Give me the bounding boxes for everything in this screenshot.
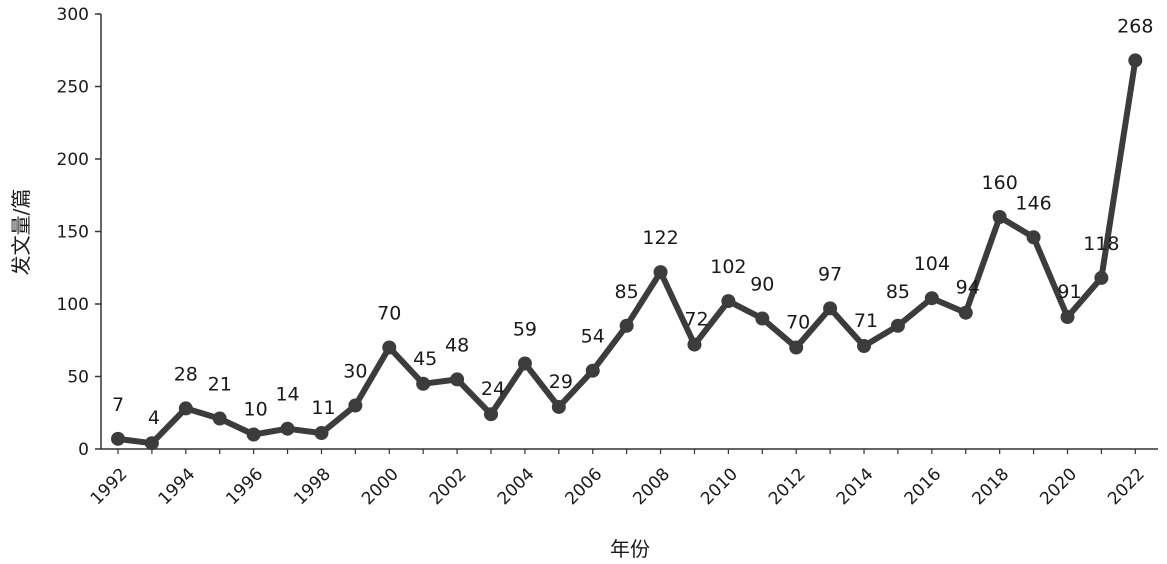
data-point xyxy=(1128,53,1143,68)
data-label: 28 xyxy=(174,363,198,385)
data-point xyxy=(450,372,465,387)
data-labels: 7 4 28 21 10 14 11 30 70 45 48 24 59 29 54 85 122 72 10290… xyxy=(112,15,1153,429)
data-point xyxy=(111,431,125,446)
x-tick-label: 1994 xyxy=(155,464,200,509)
data-label: 85 xyxy=(615,281,639,303)
data-point xyxy=(416,376,431,391)
data-point xyxy=(619,318,634,333)
data-point xyxy=(687,337,702,352)
data-point xyxy=(517,356,532,371)
y-axis: 0 50 100 150 200 250 300 xyxy=(57,5,102,460)
x-tick-label: 2000 xyxy=(358,464,403,509)
x-tick-label: 2008 xyxy=(629,464,674,509)
data-point xyxy=(585,363,600,378)
x-axis: 1992 1994 1996 1998 2000 2002 2004 2006 2008 2010… xyxy=(87,448,1158,509)
x-tick-label: 2004 xyxy=(494,464,539,509)
data-label: 54 xyxy=(581,326,605,348)
y-tick-label: 250 xyxy=(57,78,89,98)
x-tick-label: 2018 xyxy=(968,464,1013,509)
data-label: 59 xyxy=(513,318,537,340)
data-point xyxy=(212,411,227,426)
data-point xyxy=(755,311,770,326)
data-label: 122 xyxy=(642,227,678,249)
data-point xyxy=(992,210,1007,224)
data-point xyxy=(958,305,973,320)
data-point xyxy=(280,421,295,436)
data-label: 268 xyxy=(1117,15,1153,37)
data-label: 94 xyxy=(956,277,980,299)
data-label: 24 xyxy=(481,378,505,400)
series-line xyxy=(115,57,1139,447)
x-tick-label: 2022 xyxy=(1104,464,1149,509)
data-label: 14 xyxy=(275,384,299,406)
data-point xyxy=(314,426,329,441)
data-point xyxy=(1094,270,1109,285)
data-point xyxy=(924,291,939,306)
data-label: 146 xyxy=(1015,192,1051,214)
x-tick-label: 2016 xyxy=(901,464,946,509)
data-label: 102 xyxy=(710,256,746,278)
y-tick-label: 50 xyxy=(67,368,89,388)
x-tick-label: 1998 xyxy=(290,464,335,509)
x-tick-label: 1996 xyxy=(222,464,267,509)
data-label: 48 xyxy=(445,334,469,356)
data-point xyxy=(246,427,261,442)
y-tick-label: 100 xyxy=(57,295,89,315)
data-point xyxy=(144,436,159,451)
data-label: 70 xyxy=(377,303,401,325)
y-tick-label: 150 xyxy=(57,223,89,243)
data-points xyxy=(111,53,1143,451)
data-point xyxy=(1026,230,1041,245)
data-point xyxy=(789,340,804,355)
data-point xyxy=(382,340,397,355)
y-tick-label: 200 xyxy=(57,150,89,170)
x-tick-label: 2006 xyxy=(562,464,607,509)
data-label: 97 xyxy=(818,263,842,285)
y-tick-label: 0 xyxy=(78,440,89,460)
data-label: 91 xyxy=(1057,281,1081,303)
data-label: 104 xyxy=(914,253,950,275)
data-label: 10 xyxy=(244,399,268,421)
data-label: 118 xyxy=(1083,233,1119,255)
x-tick-label: 1992 xyxy=(87,464,132,509)
data-point xyxy=(348,398,363,413)
x-tick-label: 2010 xyxy=(697,464,742,509)
data-label: 4 xyxy=(148,407,160,429)
data-point xyxy=(653,265,668,280)
data-point xyxy=(857,339,872,354)
data-point xyxy=(178,401,193,416)
data-label: 85 xyxy=(886,281,910,303)
data-label: 71 xyxy=(854,310,878,332)
data-label: 30 xyxy=(343,361,367,383)
x-tick-label: 2020 xyxy=(1036,464,1081,509)
x-tick-label: 2012 xyxy=(765,464,810,509)
data-point xyxy=(823,301,838,316)
x-tick-label: 2014 xyxy=(833,464,878,509)
data-label: 45 xyxy=(413,348,437,370)
x-tick-label: 2002 xyxy=(426,464,471,509)
data-label: 72 xyxy=(684,309,708,331)
data-label: 11 xyxy=(311,397,335,419)
y-axis-title: 发文量/篇 xyxy=(9,189,33,276)
data-label: 21 xyxy=(208,374,232,396)
data-point xyxy=(1060,310,1075,325)
data-label: 29 xyxy=(549,371,573,393)
data-point xyxy=(551,399,566,414)
data-label: 70 xyxy=(786,312,810,334)
data-point xyxy=(890,318,905,333)
x-axis-title: 年份 xyxy=(610,537,650,561)
data-label: 7 xyxy=(112,394,124,416)
data-label: 90 xyxy=(750,274,774,296)
y-tick-label: 300 xyxy=(57,5,89,25)
data-point xyxy=(484,407,499,422)
data-label: 160 xyxy=(982,172,1018,194)
data-point xyxy=(721,294,736,309)
